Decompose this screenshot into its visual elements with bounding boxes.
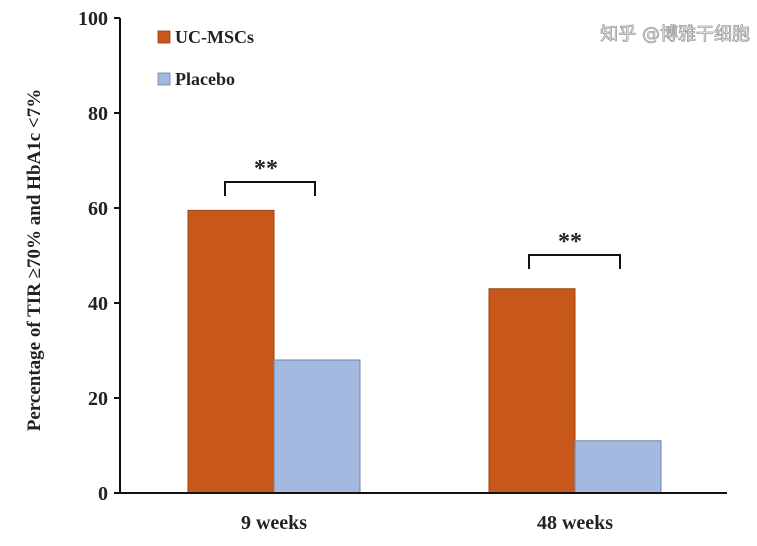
significance-bracket-9-weeks: ** xyxy=(224,156,316,196)
y-tick-label: 0 xyxy=(98,483,108,505)
legend-label-uc-mscs: UC-MSCs xyxy=(175,27,254,47)
bar-placebo-48-weeks xyxy=(574,440,662,494)
y-tick-label: 20 xyxy=(88,388,108,410)
legend-swatch-placebo xyxy=(157,72,171,86)
significance-bracket-48-weeks: ** xyxy=(528,229,621,269)
legend-swatch-uc-mscs xyxy=(157,30,171,44)
bar-uc-mscs-9-weeks xyxy=(187,209,275,494)
significance-label: ** xyxy=(254,156,278,182)
y-axis-label: Percentage of TIR ≥70% and HbA1c <7% xyxy=(24,89,45,431)
x-tick-label: 48 weeks xyxy=(537,512,613,534)
x-tick-label: 9 weeks xyxy=(241,512,307,534)
significance-label: ** xyxy=(558,229,582,255)
legend-label-placebo: Placebo xyxy=(175,69,235,89)
y-tick-label: 40 xyxy=(88,293,108,315)
y-tick-label: 80 xyxy=(88,103,108,125)
watermark: 知乎 @博雅干细胞 xyxy=(600,24,750,45)
bar-placebo-9-weeks xyxy=(273,359,361,494)
bar-uc-mscs-48-weeks xyxy=(488,288,576,494)
y-tick-label: 60 xyxy=(88,198,108,220)
y-tick-label: 100 xyxy=(78,8,108,30)
